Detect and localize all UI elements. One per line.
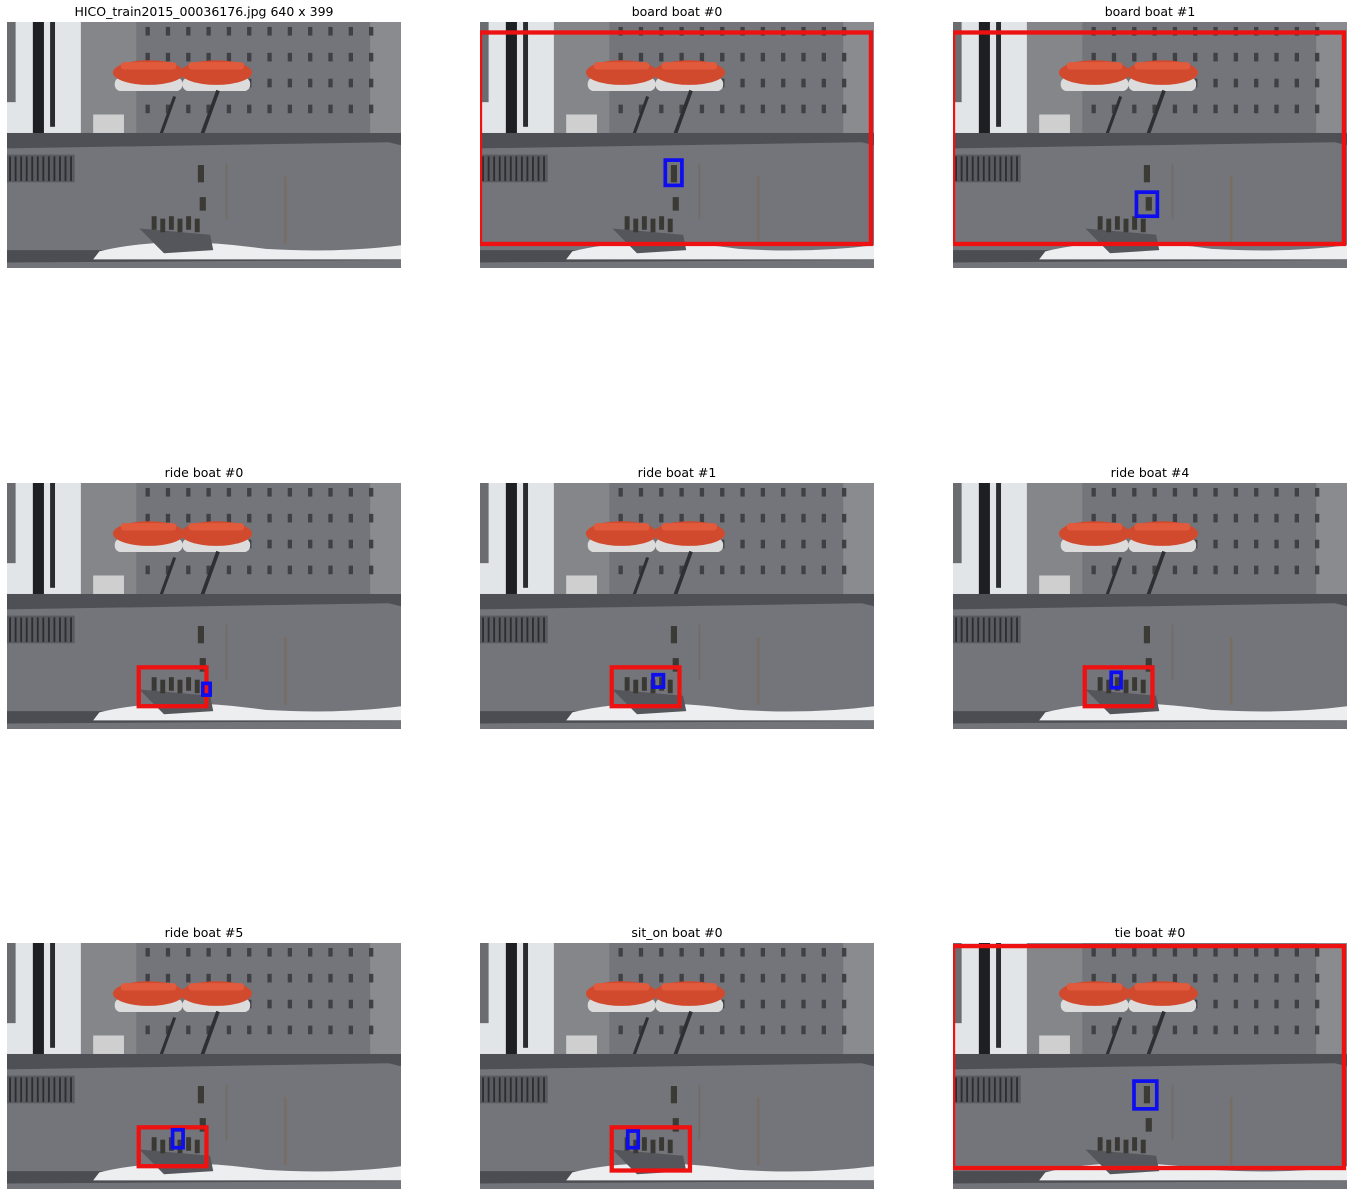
lifeboats <box>1058 981 1199 1013</box>
human-box <box>200 681 213 697</box>
human-box <box>651 672 666 689</box>
object-box <box>953 943 1347 1171</box>
main-hull <box>953 142 1347 252</box>
object-box <box>609 1125 693 1173</box>
panel-title: ride boat #5 <box>164 925 244 940</box>
climber <box>1143 626 1150 644</box>
human-box <box>625 1129 641 1150</box>
main-hull <box>480 1063 874 1173</box>
panel-title: board boat #0 <box>631 4 723 19</box>
mast <box>978 943 990 1061</box>
lifeboats <box>585 60 726 92</box>
main-hull <box>480 603 874 713</box>
small-boat <box>612 228 687 254</box>
lifeboats <box>112 981 253 1013</box>
human-box <box>170 1127 185 1150</box>
main-hull <box>7 142 401 252</box>
human-box <box>663 158 684 188</box>
mast <box>32 22 44 140</box>
climber <box>1143 165 1150 183</box>
climber <box>197 626 204 644</box>
object-box <box>136 1125 209 1169</box>
small-boat <box>139 228 214 254</box>
mast <box>32 943 44 1061</box>
climber <box>670 626 677 644</box>
lifeboats <box>585 981 726 1013</box>
object-box <box>136 665 209 709</box>
main-hull <box>480 142 874 252</box>
main-hull <box>7 603 401 713</box>
panel-title: tie boat #0 <box>1114 925 1186 940</box>
main-hull <box>7 1063 401 1173</box>
scene-image <box>953 943 1347 1189</box>
human-box <box>1134 190 1160 219</box>
climber <box>670 165 677 183</box>
climber <box>1143 1086 1150 1104</box>
human-box <box>1132 1079 1159 1111</box>
small-boat <box>612 1149 687 1175</box>
scene-image <box>7 22 401 268</box>
climber <box>197 1086 204 1104</box>
mast <box>32 483 44 601</box>
scene-image <box>953 22 1347 268</box>
small-boat <box>1085 228 1160 254</box>
panel-title: sit_on boat #0 <box>631 925 723 940</box>
object-box <box>1082 665 1155 709</box>
lifeboats <box>585 521 726 553</box>
panel-title: ride boat #1 <box>637 465 717 480</box>
scene-image <box>7 943 401 1189</box>
lifeboats <box>112 521 253 553</box>
object-box <box>480 30 874 247</box>
scene-image <box>7 483 401 729</box>
panel-title: ride boat #4 <box>1110 465 1190 480</box>
scene-image <box>953 483 1347 729</box>
mast <box>505 483 517 601</box>
main-hull <box>953 1063 1347 1173</box>
mast <box>978 22 990 140</box>
mast <box>978 483 990 601</box>
panel-title: board boat #1 <box>1104 4 1196 19</box>
panel-title: ride boat #0 <box>164 465 244 480</box>
mast <box>505 943 517 1061</box>
scene-image <box>480 943 874 1189</box>
object-box <box>953 30 1347 247</box>
scene-image <box>480 22 874 268</box>
panel-title: HICO_train2015_00036176.jpg 640 x 399 <box>74 4 334 19</box>
main-hull <box>953 603 1347 713</box>
scene-image <box>480 483 874 729</box>
lifeboats <box>1058 60 1199 92</box>
lifeboats <box>1058 521 1199 553</box>
human-box <box>1109 670 1123 690</box>
mast <box>505 22 517 140</box>
object-box <box>609 665 682 709</box>
climber <box>670 1086 677 1104</box>
climber <box>197 165 204 183</box>
lifeboats <box>112 60 253 92</box>
